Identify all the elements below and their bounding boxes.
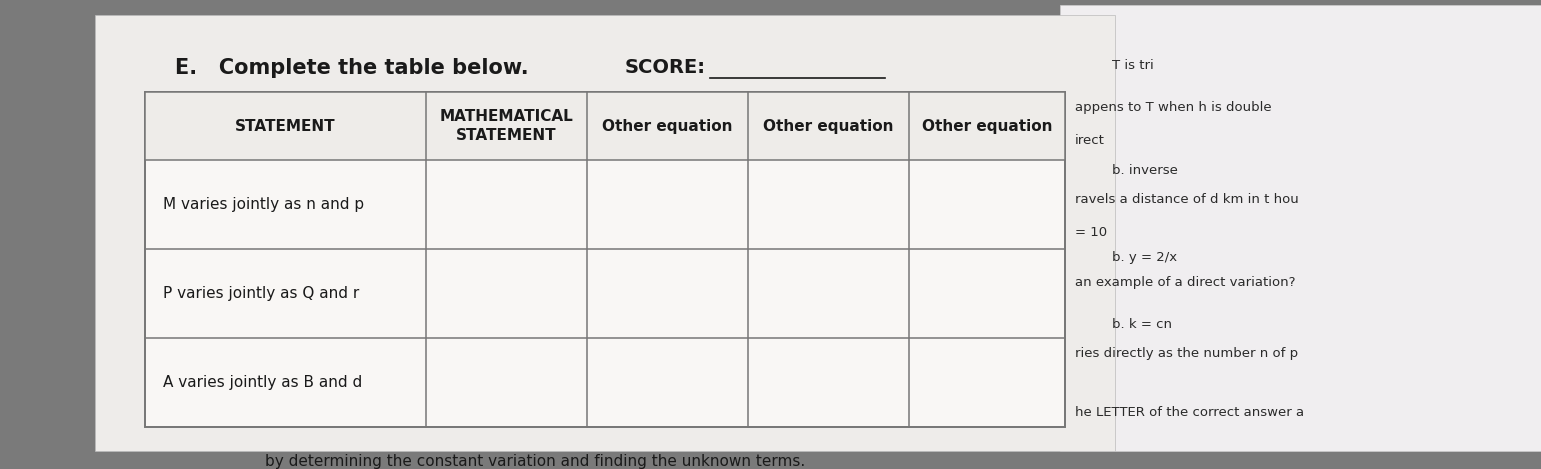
Text: Other equation: Other equation [603,119,732,134]
Text: M varies jointly as n and p: M varies jointly as n and p [163,197,364,212]
FancyBboxPatch shape [145,92,1065,160]
Text: an example of a direct variation?: an example of a direct variation? [1076,276,1296,289]
Text: ries directly as the number n of p: ries directly as the number n of p [1076,347,1298,360]
Text: b. y = 2/x: b. y = 2/x [1111,251,1177,264]
FancyBboxPatch shape [96,15,1116,451]
Text: ravels a distance of d km in t hou: ravels a distance of d km in t hou [1076,193,1299,206]
FancyBboxPatch shape [145,92,1065,427]
Text: b. k = cn: b. k = cn [1111,318,1171,331]
Text: Other equation: Other equation [763,119,894,134]
Text: appens to T when h is double: appens to T when h is double [1076,101,1271,114]
Text: SCORE:: SCORE: [626,58,706,77]
Text: E.   Complete the table below.: E. Complete the table below. [176,58,529,78]
Text: A varies jointly as B and d: A varies jointly as B and d [163,375,362,390]
Text: he LETTER of the correct answer a: he LETTER of the correct answer a [1076,406,1304,418]
FancyBboxPatch shape [1060,5,1541,451]
Text: P varies jointly as Q and r: P varies jointly as Q and r [163,286,359,301]
Text: T is tri: T is tri [1111,60,1154,72]
Text: irect: irect [1076,135,1105,147]
Text: MATHEMATICAL
STATEMENT: MATHEMATICAL STATEMENT [439,109,573,143]
Text: by determining the constant variation and finding the unknown terms.: by determining the constant variation an… [265,454,806,469]
Text: b. inverse: b. inverse [1111,164,1177,177]
Text: = 10: = 10 [1076,226,1106,239]
Text: STATEMENT: STATEMENT [234,119,336,134]
Text: Other equation: Other equation [922,119,1053,134]
